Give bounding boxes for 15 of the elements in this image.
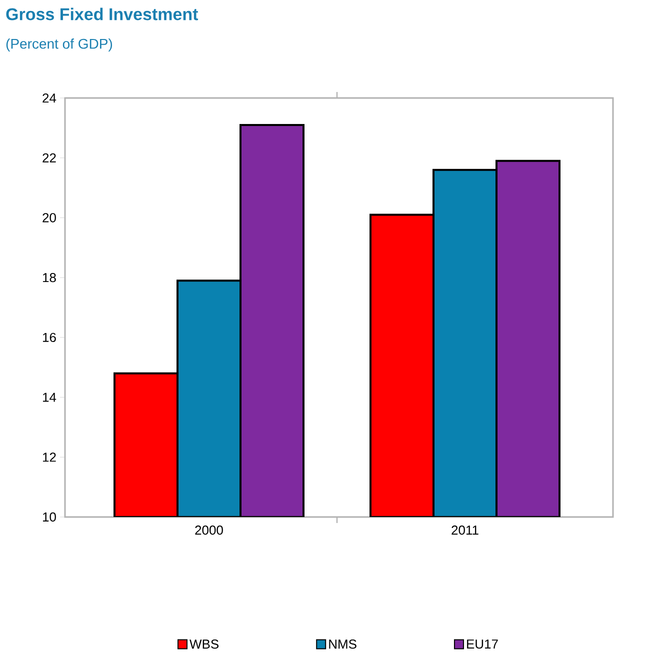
y-tick-label: 24 — [42, 93, 56, 103]
y-tick-label: 12 — [42, 452, 56, 462]
y-tick-label: 16 — [42, 332, 56, 342]
y-tick-label: 18 — [42, 272, 56, 282]
y-tick-label: 20 — [42, 213, 56, 222]
legend-label: NMS — [329, 639, 356, 649]
chart-title: Gross Fixed Investment — [6, 8, 198, 20]
x-tick-label: 2000 — [195, 526, 223, 535]
legend-label: WBS — [190, 639, 219, 649]
chart-subtitle: (Percent of GDP) — [6, 38, 112, 52]
x-tick-label: 2011 — [452, 526, 478, 535]
legend-label: EU17 — [467, 640, 498, 649]
y-tick-label: 10 — [42, 512, 56, 522]
y-tick-label: 22 — [42, 153, 56, 162]
y-tick-label: 14 — [42, 392, 56, 402]
